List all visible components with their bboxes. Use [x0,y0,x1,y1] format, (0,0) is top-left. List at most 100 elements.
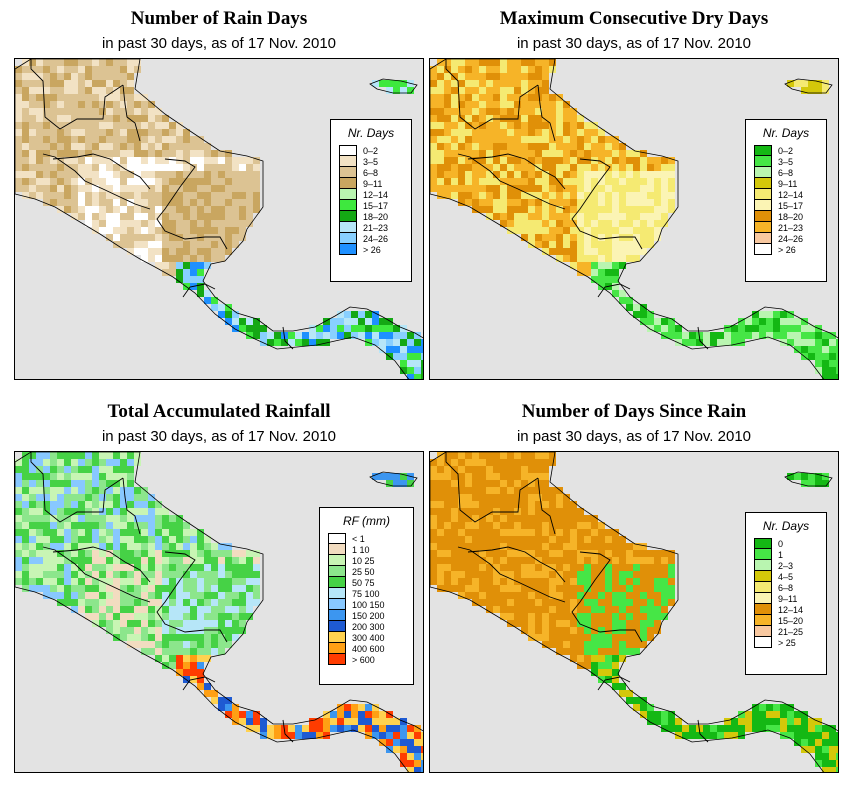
data-cell [647,164,654,171]
data-cell [444,529,451,536]
data-cell [225,157,232,164]
data-cell [500,73,507,80]
data-cell [507,206,514,213]
data-cell [815,339,822,346]
data-cell [472,122,479,129]
country-border [571,158,643,250]
data-cell [759,725,766,732]
data-cell [36,115,43,122]
data-cell [619,171,626,178]
data-cell [36,494,43,501]
data-cell [218,304,225,311]
data-cell [36,501,43,508]
data-cell [15,73,22,80]
data-cell [822,767,829,772]
data-cell [22,515,29,522]
data-cell [176,143,183,150]
legend-label: 6–8 [363,167,379,178]
data-cell [92,94,99,101]
country-border [571,551,643,643]
data-cell [141,255,148,262]
data-cell [577,515,584,522]
data-cell [71,157,78,164]
data-cell [626,550,633,557]
data-cell [528,94,535,101]
data-cell [493,59,500,66]
data-cell [472,592,479,599]
data-cell [239,578,246,585]
data-cell [528,234,535,241]
data-cell [29,108,36,115]
data-cell [633,255,640,262]
data-cell [337,725,344,732]
data-cell [337,711,344,718]
data-cell [64,571,71,578]
data-cell [507,171,514,178]
data-cell [365,718,372,725]
data-cell [120,94,127,101]
data-cell [120,157,127,164]
data-cell [78,487,85,494]
data-cell [500,185,507,192]
data-cell [493,66,500,73]
data-cell [169,543,176,550]
data-cell [507,564,514,571]
data-cell [528,66,535,73]
data-cell [794,332,801,339]
data-cell [570,192,577,199]
data-cell [162,122,169,129]
data-cell [183,234,190,241]
data-cell [148,136,155,143]
data-cell [134,543,141,550]
data-cell [176,248,183,255]
data-cell [444,473,451,480]
data-cell [612,171,619,178]
data-cell [563,115,570,122]
data-cell [458,122,465,129]
data-cell [521,178,528,185]
data-cell [745,332,752,339]
data-cell [71,459,78,466]
data-cell [232,627,239,634]
data-cell [29,564,36,571]
data-cell [437,494,444,501]
data-cell [633,150,640,157]
data-cell [626,578,633,585]
data-cell [535,178,542,185]
data-cell [106,473,113,480]
data-cell [50,543,57,550]
data-cell [85,150,92,157]
data-cell [92,543,99,550]
data-cell [451,150,458,157]
data-cell [372,339,379,346]
data-cell [430,80,437,87]
data-cell [619,550,626,557]
data-cell [302,725,309,732]
data-cell [535,585,542,592]
data-cell [493,522,500,529]
data-cell [647,206,654,213]
data-cell [29,522,36,529]
data-cell [239,711,246,718]
data-cell [50,192,57,199]
data-cell [591,276,598,283]
data-cell [500,192,507,199]
data-cell [190,557,197,564]
data-cell [500,199,507,206]
data-cell [85,192,92,199]
data-cell [141,94,148,101]
data-cell [654,606,661,613]
data-cell [521,459,528,466]
data-cell [148,122,155,129]
data-cell [225,634,232,641]
data-cell [127,94,134,101]
data-cell [570,599,577,606]
data-cell [598,536,605,543]
data-cell [15,136,22,143]
data-cell [605,620,612,627]
data-cell [647,711,654,718]
data-cell [577,529,584,536]
data-cell [134,136,141,143]
legend-swatch [328,632,346,643]
data-cell [218,171,225,178]
